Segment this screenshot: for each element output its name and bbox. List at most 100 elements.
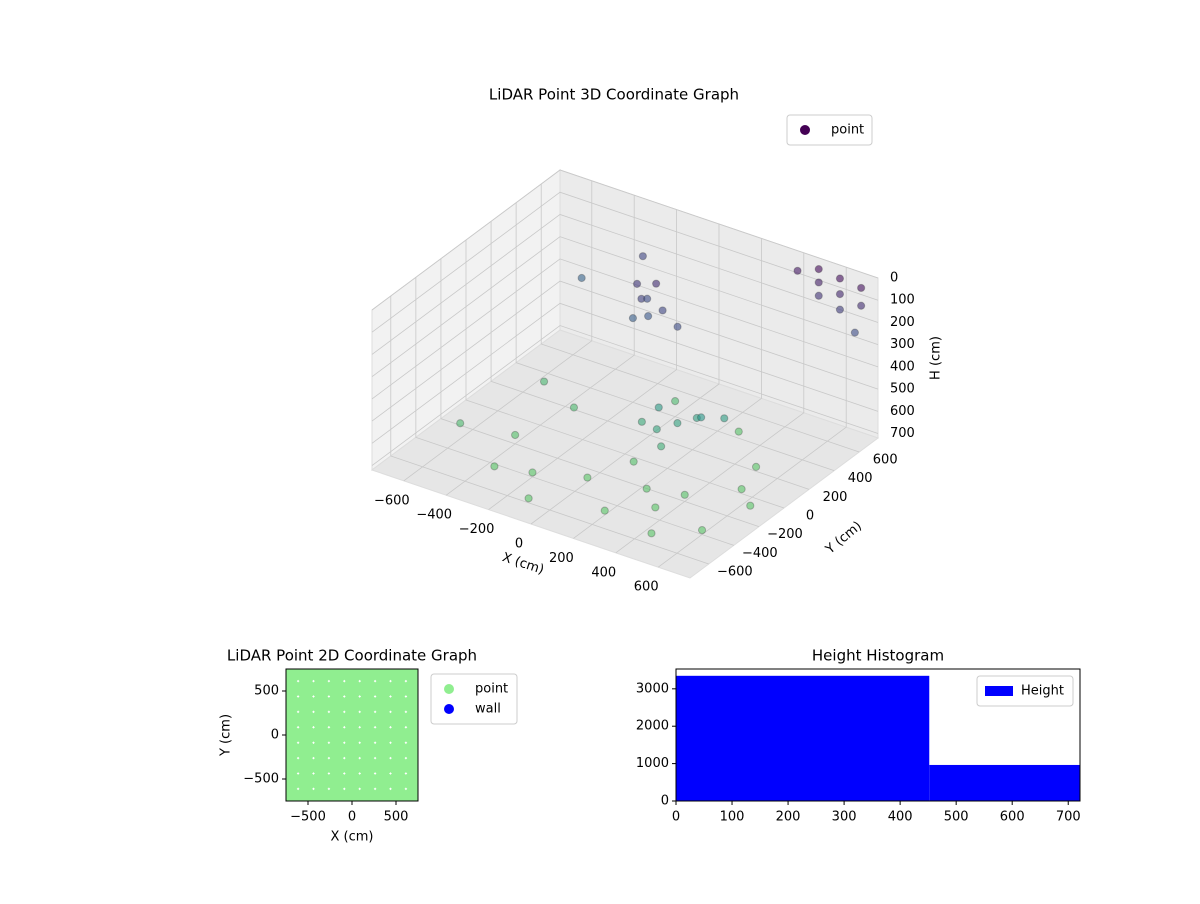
y-tick-label: 0 bbox=[271, 728, 279, 743]
y-grid-line bbox=[415, 277, 734, 546]
point bbox=[311, 786, 332, 801]
point bbox=[637, 417, 646, 426]
x-grid-line bbox=[657, 267, 847, 568]
z-grid-line bbox=[371, 236, 879, 377]
point bbox=[342, 709, 362, 730]
point bbox=[372, 694, 393, 715]
point bbox=[671, 397, 680, 406]
z-tick-label: 400 bbox=[890, 359, 915, 374]
point bbox=[643, 294, 652, 303]
point bbox=[295, 678, 316, 699]
point bbox=[311, 725, 332, 745]
z-grid-line bbox=[371, 302, 879, 444]
point bbox=[673, 419, 682, 428]
point bbox=[403, 694, 418, 715]
x-grid-line bbox=[403, 180, 593, 482]
x-grid-line bbox=[445, 195, 635, 496]
z-grid-line bbox=[371, 191, 879, 333]
point bbox=[388, 694, 409, 715]
point bbox=[644, 312, 653, 321]
y-tick-label: −400 bbox=[742, 546, 778, 561]
legend-label: point bbox=[475, 682, 508, 697]
y-grid-line bbox=[540, 184, 860, 453]
z-grid-line bbox=[371, 169, 879, 311]
point bbox=[388, 678, 409, 699]
x-tick-label: 400 bbox=[591, 565, 616, 580]
point bbox=[403, 678, 418, 699]
legend-label: wall bbox=[475, 702, 501, 717]
point bbox=[326, 725, 347, 745]
point bbox=[342, 740, 362, 761]
point bbox=[528, 468, 537, 477]
legend-marker bbox=[444, 704, 454, 714]
point bbox=[814, 265, 823, 274]
chart-title: LiDAR Point 3D Coordinate Graph bbox=[489, 86, 739, 104]
point bbox=[720, 414, 729, 423]
point bbox=[286, 694, 301, 715]
point bbox=[357, 725, 378, 745]
point bbox=[629, 457, 638, 466]
point bbox=[326, 694, 347, 715]
points bbox=[456, 252, 866, 538]
x-tick-label: −600 bbox=[374, 493, 410, 508]
y-tick-label: −500 bbox=[243, 772, 279, 787]
point bbox=[311, 709, 332, 730]
x-grid-line bbox=[488, 209, 677, 510]
point bbox=[286, 771, 301, 792]
point bbox=[734, 427, 743, 436]
point bbox=[569, 403, 579, 412]
point bbox=[511, 430, 520, 440]
y-grid-line bbox=[490, 221, 810, 490]
x-axis-label: X (cm) bbox=[331, 830, 374, 845]
x-tick-label: 200 bbox=[549, 551, 574, 566]
point bbox=[357, 709, 378, 730]
z-tick-label: 700 bbox=[890, 426, 915, 441]
x-tick-label: 500 bbox=[384, 810, 409, 825]
y-grid-line bbox=[515, 202, 835, 472]
z-tick-label: 600 bbox=[890, 404, 915, 419]
x-tick-label: 400 bbox=[888, 810, 913, 825]
z-tick-label: 100 bbox=[890, 293, 915, 308]
z-tick-label: 200 bbox=[890, 315, 915, 330]
chart-title: Height Histogram bbox=[812, 647, 944, 665]
point bbox=[850, 328, 859, 337]
point bbox=[403, 709, 418, 730]
point bbox=[326, 786, 347, 801]
point bbox=[372, 771, 393, 792]
x-tick-label: 200 bbox=[776, 810, 801, 825]
point bbox=[372, 755, 393, 776]
point bbox=[697, 525, 707, 535]
point bbox=[658, 306, 667, 315]
legend-label: Height bbox=[1021, 684, 1064, 699]
point bbox=[632, 279, 642, 288]
point bbox=[388, 725, 409, 745]
point bbox=[295, 694, 316, 715]
point bbox=[657, 442, 666, 451]
point bbox=[654, 403, 663, 412]
point bbox=[357, 771, 378, 792]
point bbox=[295, 755, 316, 776]
x-tick-label: −500 bbox=[290, 810, 326, 825]
point bbox=[680, 490, 689, 499]
point bbox=[577, 273, 586, 283]
point bbox=[372, 740, 393, 761]
point bbox=[835, 274, 845, 283]
point bbox=[295, 669, 316, 684]
x-tick-label: 600 bbox=[1000, 810, 1025, 825]
x-tick-label: 100 bbox=[720, 810, 745, 825]
point bbox=[388, 771, 409, 792]
z-grid-line bbox=[371, 280, 879, 422]
x-tick-label: 700 bbox=[1056, 810, 1081, 825]
y-tick-label: 2000 bbox=[636, 719, 669, 734]
point bbox=[628, 314, 638, 323]
point bbox=[311, 694, 332, 715]
x-tick-label: −200 bbox=[459, 522, 495, 537]
y-axis-label: Y (cm) bbox=[822, 519, 865, 558]
legend-swatch bbox=[985, 686, 1013, 696]
point bbox=[857, 301, 866, 310]
y-tick-label: 3000 bbox=[636, 681, 669, 696]
point bbox=[793, 266, 802, 275]
point bbox=[342, 669, 362, 684]
